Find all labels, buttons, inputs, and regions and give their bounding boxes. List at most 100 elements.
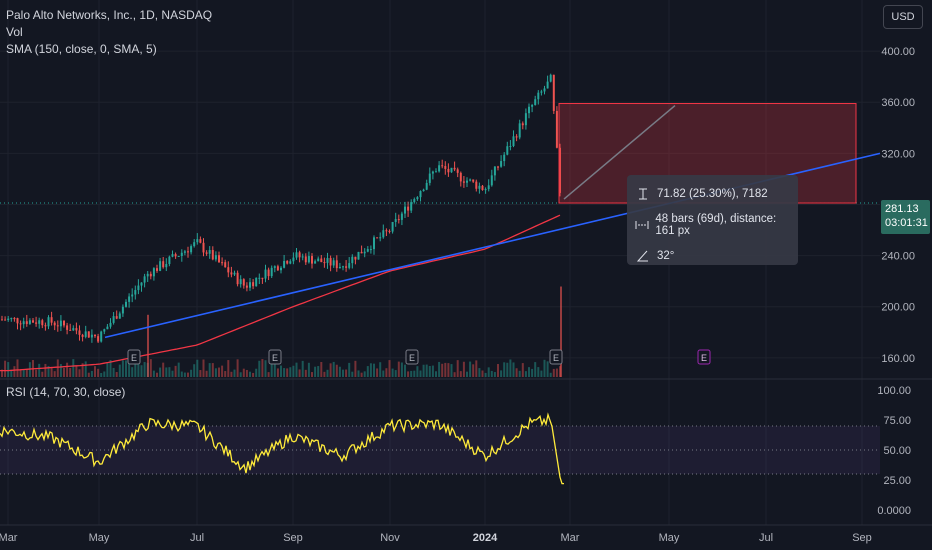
volume-bar — [78, 369, 81, 377]
volume-bar — [149, 359, 152, 377]
volume-bar — [400, 362, 403, 377]
candle-body — [97, 336, 100, 342]
volume-bar — [13, 366, 16, 377]
volume-bar — [69, 367, 72, 377]
volume-bar — [214, 368, 217, 377]
candle-body — [354, 256, 357, 260]
candle-body — [481, 185, 484, 191]
candle-body — [22, 321, 25, 325]
volume-bar — [81, 363, 84, 377]
volume-bar — [190, 369, 193, 377]
candle-body — [497, 166, 499, 168]
volume-bar — [394, 370, 397, 377]
volume-bar — [481, 370, 484, 377]
candle-body — [326, 258, 329, 263]
candle-body — [162, 261, 165, 268]
candle-body — [35, 322, 38, 324]
candle-body — [174, 254, 177, 257]
volume-bar — [137, 361, 140, 377]
volume-bar — [53, 371, 56, 377]
candle-body — [410, 202, 413, 211]
candle-body — [218, 255, 220, 263]
candle-body — [534, 99, 537, 106]
candle-body — [512, 136, 515, 146]
volume-bar — [459, 371, 462, 377]
candle-body — [199, 239, 202, 243]
time-axis[interactable]: Mar May Jul Sep Nov 2024 Mar May Jul Sep — [0, 532, 872, 544]
candle-body — [115, 316, 118, 319]
earnings-marker — [549, 349, 563, 365]
candle-body — [289, 261, 292, 264]
volume-bar — [298, 369, 301, 377]
volume-bar — [366, 366, 369, 377]
candle-body — [351, 256, 354, 264]
volume-bar — [128, 363, 131, 377]
candle-body — [140, 282, 143, 286]
candle-body — [466, 180, 468, 183]
volume-bar — [351, 371, 354, 377]
volume-bar — [180, 371, 183, 377]
candle-body — [1, 319, 3, 321]
volume-bar — [407, 371, 410, 377]
volume-bar — [404, 364, 406, 377]
candle-body — [382, 230, 385, 238]
volume-bar — [419, 370, 422, 377]
last-price: 281.13 — [885, 203, 919, 215]
volume-bar — [267, 372, 270, 377]
volume-bar — [218, 367, 220, 377]
candle-body — [416, 197, 419, 200]
earnings-marker-label: E — [553, 353, 559, 363]
volume-bar — [314, 366, 317, 377]
price-axis[interactable]: 160.00200.00240.00280.00320.00360.00400.… — [877, 46, 915, 517]
candle-body — [304, 256, 307, 263]
volume-bar — [329, 363, 332, 377]
candle-body — [273, 266, 276, 268]
volume-bar — [38, 363, 41, 377]
volume-bar — [25, 369, 28, 377]
time-tick-label: May — [659, 532, 680, 544]
grid-lines — [0, 0, 932, 526]
volume-bars — [1, 286, 562, 377]
candle-body — [546, 81, 549, 89]
volume-bar — [152, 370, 155, 377]
candle-body — [537, 92, 540, 100]
volume-bar — [187, 372, 189, 377]
volume-bar — [373, 363, 375, 377]
candle-body — [345, 266, 348, 268]
volume-bar — [115, 372, 118, 377]
volume-bar — [242, 368, 245, 377]
candle-body — [152, 268, 155, 277]
earnings-marker-label: E — [409, 353, 415, 363]
candle-body — [242, 279, 245, 286]
candle-body — [332, 260, 335, 266]
currency-button[interactable]: USD — [883, 5, 923, 29]
candle-body — [490, 175, 493, 186]
volume-bar — [109, 359, 112, 377]
rsi-legend[interactable]: RSI (14, 70, 30, close) — [6, 385, 126, 399]
bar-countdown: 03:01:31 — [885, 217, 928, 229]
volume-bar — [552, 368, 555, 377]
measure-angle: 32° — [657, 250, 675, 262]
candle-body — [205, 252, 208, 254]
price-tick-label: 320.00 — [881, 148, 915, 160]
price-tick-label: 160.00 — [881, 353, 915, 365]
volume-bar — [264, 360, 267, 377]
volume-bar — [540, 370, 543, 377]
candle-body — [438, 165, 441, 172]
volume-legend[interactable]: Vol — [6, 25, 23, 39]
candle-body — [342, 266, 344, 268]
candle-body — [373, 237, 375, 250]
candle-body — [249, 282, 251, 288]
candle-body — [500, 161, 503, 167]
volume-bar — [168, 367, 171, 377]
measure-price-change: 71.82 (25.30%), 7182 — [657, 188, 768, 200]
volume-bar — [199, 370, 202, 377]
volume-bar — [41, 371, 44, 377]
volume-bar — [72, 359, 75, 377]
sma-legend[interactable]: SMA (150, close, 0, SMA, 5) — [6, 42, 157, 56]
candle-body — [311, 256, 313, 264]
volume-bar — [497, 364, 499, 377]
symbol-title[interactable]: Palo Alto Networks, Inc., 1D, NASDAQ — [6, 8, 213, 22]
candle-body — [524, 113, 527, 126]
